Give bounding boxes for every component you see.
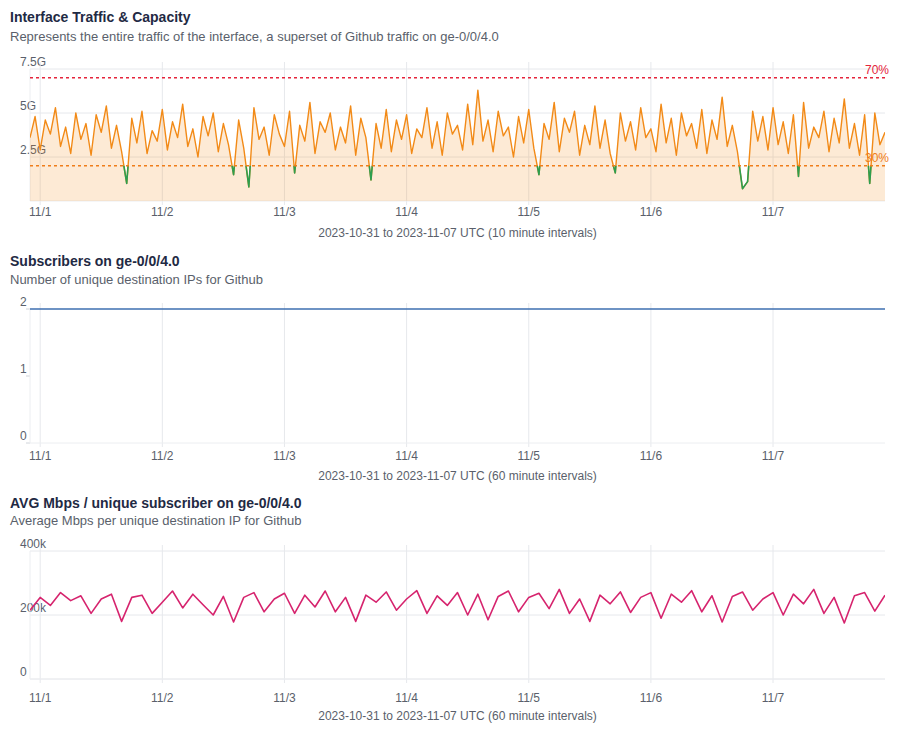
x-tick-label: 11/3 — [273, 449, 296, 463]
x-tick-label: 11/2 — [151, 691, 174, 705]
x-tick-label: 11/1 — [29, 691, 52, 705]
y-grid-line — [30, 113, 885, 114]
threshold-line — [30, 165, 885, 167]
chart-subtitle: Average Mbps per unique destination IP f… — [10, 513, 301, 528]
y-axis-line — [30, 309, 31, 443]
data-line — [30, 589, 885, 623]
threshold-label: 30% — [865, 151, 889, 165]
chart-panel: AVG Mbps / unique subscriber on ge-0/0/4… — [10, 495, 885, 723]
x-tick-label: 11/3 — [273, 691, 296, 705]
data-line — [30, 90, 885, 189]
area-fill — [30, 90, 885, 201]
x-grid-line — [650, 545, 651, 683]
x-grid-line — [528, 303, 529, 447]
x-tick-label: 11/4 — [395, 449, 418, 463]
x-tick-label: 11/2 — [151, 449, 174, 463]
y-tick-label: 7.5G — [20, 55, 46, 69]
x-axis-line — [30, 443, 885, 444]
x-grid-line — [40, 545, 41, 683]
chart-panel: Interface Traffic & Capacity Represents t… — [10, 9, 889, 240]
y-tick-label: 0 — [20, 429, 27, 443]
threshold-label: 70% — [865, 63, 889, 77]
chart-panel: Subscribers on ge-0/0/4.0 Number of uniqu… — [10, 253, 885, 483]
plot-area — [30, 90, 885, 201]
x-tick-label: 11/6 — [640, 691, 663, 705]
x-tick-label: 11/5 — [518, 691, 541, 705]
y-grid-line — [30, 615, 885, 616]
x-tick-label: 11/4 — [395, 691, 418, 705]
x-grid-line — [162, 303, 163, 447]
x-tick-label: 11/3 — [273, 205, 296, 219]
x-tick-label: 11/1 — [29, 449, 52, 463]
x-axis-title: 2023-10-31 to 2023-11-07 UTC (10 minute … — [318, 226, 597, 240]
x-tick-label: 11/6 — [640, 449, 663, 463]
x-tick-label: 11/5 — [518, 449, 541, 463]
x-axis-title: 2023-10-31 to 2023-11-07 UTC (60 minute … — [318, 469, 597, 483]
chart-subtitle: Represents the entire traffic of the int… — [10, 29, 499, 44]
y-tick-label: 2 — [20, 295, 27, 309]
x-axis-title: 2023-10-31 to 2023-11-07 UTC (60 minute … — [318, 709, 597, 723]
x-grid-line — [406, 303, 407, 447]
chart-subtitle: Number of unique destination IPs for Git… — [10, 272, 263, 287]
plot-area — [30, 589, 885, 623]
x-grid-line — [773, 303, 774, 447]
x-grid-line — [40, 303, 41, 447]
y-tick-label: 5G — [20, 99, 36, 113]
x-grid-line — [773, 545, 774, 683]
x-grid-line — [284, 303, 285, 447]
chart-page: Interface Traffic & Capacity Represents t… — [0, 0, 902, 736]
y-grid-line — [30, 551, 885, 552]
x-grid-line — [284, 545, 285, 683]
chart-title: Subscribers on ge-0/0/4.0 — [10, 253, 180, 269]
chart-title: AVG Mbps / unique subscriber on ge-0/0/4… — [10, 495, 302, 511]
x-grid-line — [162, 545, 163, 683]
x-tick-label: 11/7 — [762, 449, 785, 463]
below-threshold-line — [30, 166, 885, 189]
y-tick-label: 200k — [20, 601, 47, 615]
y-grid-line — [30, 679, 885, 680]
x-tick-label: 11/4 — [395, 205, 418, 219]
below-threshold — [30, 166, 885, 189]
x-grid-line — [406, 545, 407, 683]
x-tick-label: 11/5 — [518, 205, 541, 219]
y-axis-line — [30, 551, 31, 679]
chart-title: Interface Traffic & Capacity — [10, 9, 191, 25]
threshold-line — [30, 77, 885, 79]
x-axis-line — [30, 679, 885, 680]
x-tick-label: 11/1 — [29, 205, 52, 219]
plot-area — [30, 309, 885, 310]
x-tick-label: 11/7 — [762, 691, 785, 705]
y-tick-label: 400k — [20, 537, 47, 551]
x-tick-label: 11/2 — [151, 205, 174, 219]
y-tick-label: 0 — [20, 665, 27, 679]
x-grid-line — [650, 303, 651, 447]
data-line — [30, 308, 885, 310]
x-tick-label: 11/6 — [640, 205, 663, 219]
y-tick-label: 1 — [20, 362, 27, 376]
x-grid-line — [528, 545, 529, 683]
x-tick-label: 11/7 — [762, 205, 785, 219]
y-grid-line — [30, 69, 885, 70]
